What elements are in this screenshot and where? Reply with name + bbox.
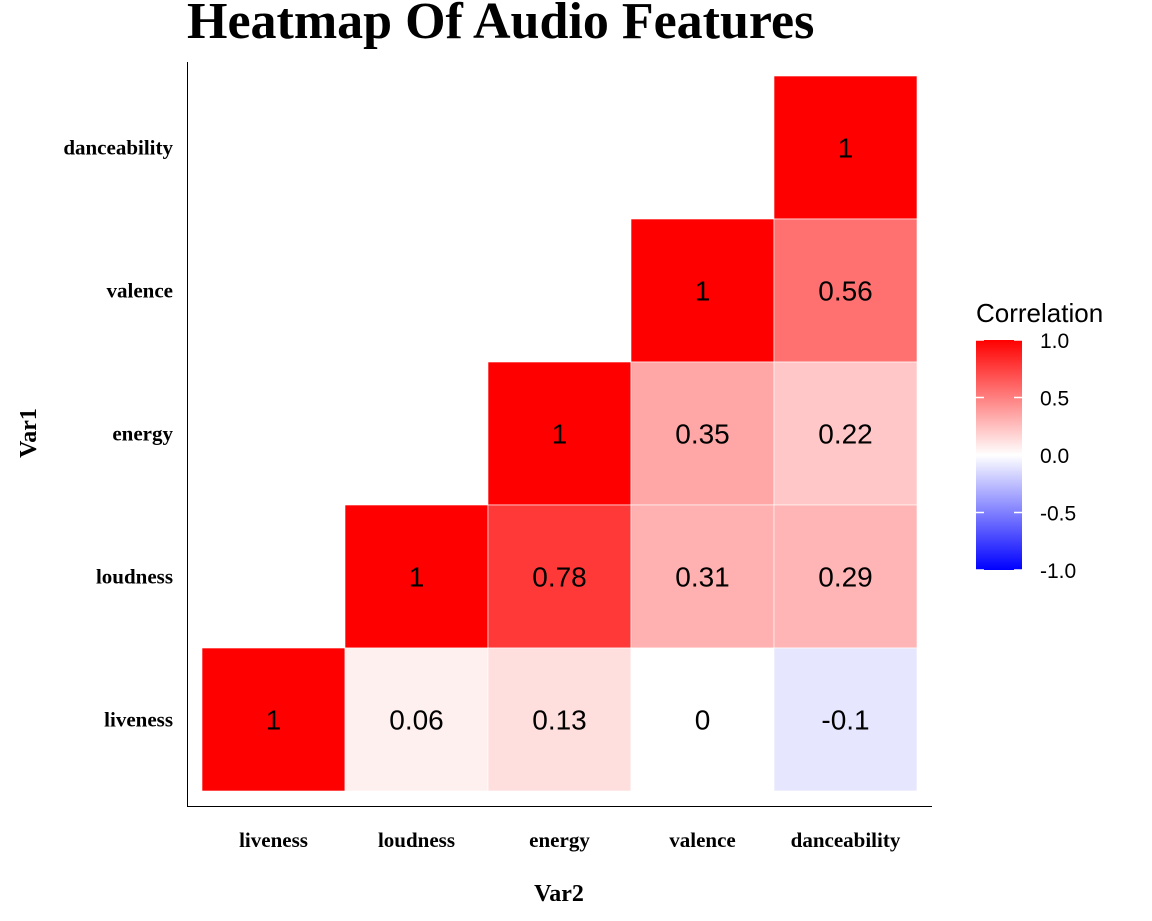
x-tick-label: valence xyxy=(669,828,735,852)
chart-title: Heatmap Of Audio Features xyxy=(187,0,814,50)
heatmap-cell xyxy=(630,647,775,792)
cell-value-label: 0.06 xyxy=(389,705,444,736)
cell-value-label: 0.31 xyxy=(675,562,730,593)
cell-value-label: 1 xyxy=(695,276,711,307)
y-tick-label: valence xyxy=(107,279,173,303)
legend-tick-label: 1.0 xyxy=(1040,330,1069,353)
cell-value-label: 1 xyxy=(266,705,282,736)
heatmap-cell xyxy=(630,218,775,363)
y-tick-label: liveness xyxy=(104,708,173,732)
cell-value-label: 0.35 xyxy=(675,419,730,450)
heatmap-cell xyxy=(344,647,489,792)
x-tick-label: energy xyxy=(529,828,590,852)
legend-title: Correlation xyxy=(976,298,1103,328)
heatmap-cell xyxy=(773,75,918,220)
x-tick-label: loudness xyxy=(378,828,455,852)
legend-tick-label: 0.5 xyxy=(1040,388,1069,411)
x-tick-labels: liveness loudness energy valence danceabilit… xyxy=(239,828,901,852)
legend-tick-label: -1.0 xyxy=(1040,560,1076,583)
y-tick-label: danceability xyxy=(63,136,173,160)
cell-value-label: 0.13 xyxy=(532,705,587,736)
heatmap-cell xyxy=(487,504,632,649)
cell-value-label: 1 xyxy=(409,562,425,593)
color-legend: Correlation 1.0 0.5 0.0 -0.5 -1.0 xyxy=(976,298,1103,583)
cell-value-label: 0.22 xyxy=(818,419,873,450)
heatmap-cell xyxy=(487,361,632,506)
y-tick-label: energy xyxy=(112,422,173,446)
y-tick-label: loudness xyxy=(96,565,173,589)
heatmap-cell xyxy=(773,504,918,649)
cell-value-label: 1 xyxy=(552,419,568,450)
heatmap-cell xyxy=(773,218,918,363)
x-axis-label: Var2 xyxy=(534,881,584,907)
cell-value-label: -0.1 xyxy=(821,705,869,736)
legend-tick-label: -0.5 xyxy=(1040,503,1076,526)
cell-value-label: 1 xyxy=(838,133,854,164)
heatmap-cell xyxy=(630,361,775,506)
heatmap-cell-labels: 1 1 0.56 1 0.35 0.22 1 0.78 0.31 0.29 1 0.06 0.13 0 -0… xyxy=(266,133,873,736)
x-tick-label: danceability xyxy=(791,828,901,852)
legend-ticks: 1.0 0.5 0.0 -0.5 -1.0 xyxy=(976,330,1076,583)
x-tick-label: liveness xyxy=(239,828,308,852)
cell-value-label: 0.78 xyxy=(532,562,587,593)
cell-value-label: 0 xyxy=(695,705,711,736)
y-axis-label: Var1 xyxy=(16,408,42,458)
cell-value-label: 0.56 xyxy=(818,276,873,307)
y-tick-labels: danceability valence energy loudness livenes… xyxy=(63,136,173,732)
heatmap-cells xyxy=(201,75,918,792)
heatmap-cell xyxy=(773,647,918,792)
heatmap-cell xyxy=(773,361,918,506)
heatmap-cell xyxy=(487,647,632,792)
cell-value-label: 0.29 xyxy=(818,562,873,593)
heatmap-cell xyxy=(344,504,489,649)
legend-tick-label: 0.0 xyxy=(1040,445,1069,468)
